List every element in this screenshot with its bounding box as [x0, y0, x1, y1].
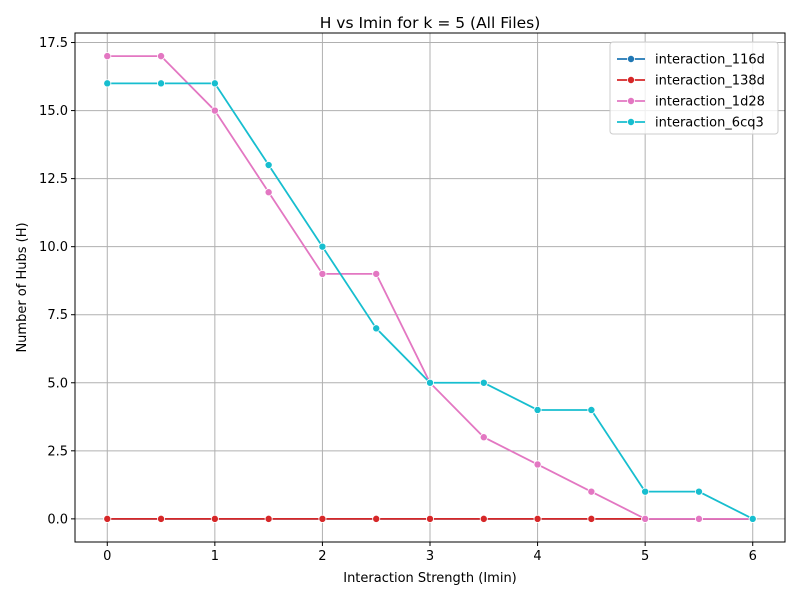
y-tick-label: 17.5 — [39, 36, 68, 51]
legend-marker-interaction-1d28 — [627, 97, 636, 106]
y-tick-label: 7.5 — [47, 308, 68, 323]
data-point-interaction-138d — [533, 514, 542, 523]
legend-label-interaction-116d: interaction_116d — [655, 53, 765, 68]
data-point-interaction-1d28 — [694, 514, 703, 523]
data-point-interaction-138d — [372, 514, 381, 523]
legend-label-interaction-138d: interaction_138d — [655, 74, 765, 89]
y-tick-label: 2.5 — [47, 444, 68, 459]
data-point-interaction-6cq3 — [479, 378, 488, 387]
data-point-interaction-6cq3 — [425, 378, 434, 387]
legend-label-interaction-6cq3: interaction_6cq3 — [655, 116, 764, 131]
x-tick-label: 2 — [318, 549, 326, 564]
data-point-interaction-6cq3 — [157, 79, 166, 88]
series-lines — [103, 52, 757, 523]
y-tick-label: 0.0 — [47, 512, 68, 527]
data-point-interaction-138d — [210, 514, 219, 523]
data-point-interaction-1d28 — [103, 52, 112, 61]
data-point-interaction-1d28 — [264, 188, 273, 197]
data-point-interaction-1d28 — [318, 269, 327, 278]
axis-ticks: 0 1 2 3 4 5 6 0.0 2.5 5.0 7.5 10.0 12.5 15.0 17.5 — [39, 36, 757, 564]
data-point-interaction-138d — [318, 514, 327, 523]
x-tick-label: 6 — [749, 549, 757, 564]
x-tick-label: 5 — [641, 549, 649, 564]
data-point-interaction-1d28 — [157, 52, 166, 61]
data-point-interaction-1d28 — [533, 460, 542, 469]
legend-marker-interaction-138d — [627, 76, 636, 85]
data-point-interaction-1d28 — [210, 106, 219, 115]
data-point-interaction-138d — [264, 514, 273, 523]
y-tick-label: 5.0 — [47, 376, 68, 391]
x-tick-label: 0 — [103, 549, 111, 564]
data-point-interaction-138d — [425, 514, 434, 523]
data-point-interaction-6cq3 — [641, 487, 650, 496]
data-point-interaction-1d28 — [587, 487, 596, 496]
data-point-interaction-6cq3 — [372, 324, 381, 333]
data-point-interaction-6cq3 — [210, 79, 219, 88]
y-tick-label: 15.0 — [39, 104, 68, 119]
y-tick-label: 10.0 — [39, 240, 68, 255]
legend-marker-interaction-116d — [627, 55, 636, 64]
data-point-interaction-1d28 — [372, 269, 381, 278]
data-point-interaction-6cq3 — [748, 514, 757, 523]
legend-label-interaction-1d28: interaction_1d28 — [655, 95, 765, 110]
x-tick-label: 4 — [533, 549, 541, 564]
data-point-interaction-6cq3 — [318, 242, 327, 251]
data-point-interaction-138d — [479, 514, 488, 523]
data-point-interaction-138d — [587, 514, 596, 523]
y-tick-label: 12.5 — [39, 172, 68, 187]
x-axis-label: Interaction Strength (Imin) — [343, 571, 517, 586]
data-point-interaction-1d28 — [479, 433, 488, 442]
data-point-interaction-6cq3 — [264, 161, 273, 170]
data-point-interaction-6cq3 — [694, 487, 703, 496]
data-point-interaction-1d28 — [641, 514, 650, 523]
data-point-interaction-6cq3 — [587, 405, 596, 414]
chart-title: H vs Imin for k = 5 (All Files) — [320, 14, 541, 32]
legend-box — [609, 41, 779, 135]
legend: interaction_116d interaction_138d interact… — [609, 41, 779, 135]
legend-marker-interaction-6cq3 — [627, 118, 636, 127]
data-point-interaction-6cq3 — [533, 405, 542, 414]
x-tick-label: 1 — [211, 549, 219, 564]
data-point-interaction-138d — [157, 514, 166, 523]
data-point-interaction-6cq3 — [103, 79, 112, 88]
data-point-interaction-138d — [103, 514, 112, 523]
y-axis-label: Number of Hubs (H) — [15, 222, 30, 352]
x-tick-label: 3 — [426, 549, 434, 564]
